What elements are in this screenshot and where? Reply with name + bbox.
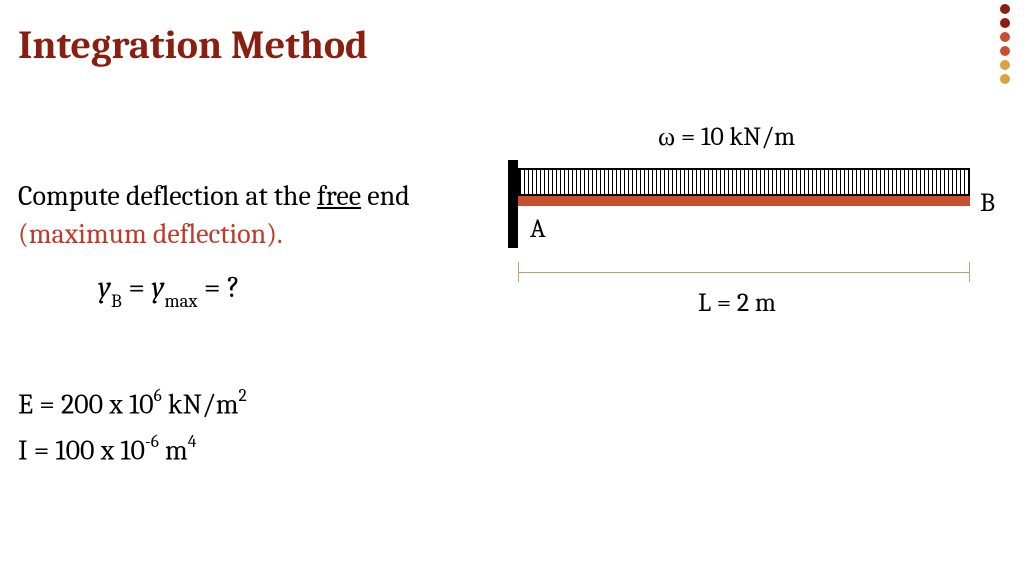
- dim-line: [518, 272, 970, 273]
- page-title: Integration Method: [18, 22, 368, 68]
- given-I: I = 100 x 10-6 m4: [18, 434, 196, 466]
- prompt-part-underlined: free: [317, 180, 361, 212]
- distributed-load: [518, 168, 970, 196]
- prompt-text: Compute deflection at the free end (maxi…: [18, 178, 488, 254]
- label-A: A: [530, 214, 546, 244]
- dot-5: [1000, 60, 1010, 70]
- prompt-part-a: Compute deflection at the: [18, 180, 317, 212]
- decor-dots: [1000, 4, 1010, 84]
- dot-4: [1000, 46, 1010, 56]
- dot-6: [1000, 74, 1010, 84]
- dot-3: [1000, 32, 1010, 42]
- fixed-support: [508, 160, 518, 248]
- equation-y: yB = ymax = ?: [98, 270, 240, 309]
- label-B: B: [980, 188, 995, 218]
- prompt-part-c: end: [361, 180, 410, 212]
- length-label: L = 2 m: [698, 288, 776, 318]
- dot-2: [1000, 18, 1010, 28]
- beam-diagram: ω = 10 kN/m A B L = 2 m: [508, 160, 998, 360]
- omega-label: ω = 10 kN/m: [658, 122, 795, 152]
- prompt-part-red: (maximum deflection).: [18, 218, 283, 250]
- given-E: E = 200 x 106 kN/m2: [18, 388, 247, 420]
- dot-1: [1000, 4, 1010, 14]
- beam: [518, 196, 970, 206]
